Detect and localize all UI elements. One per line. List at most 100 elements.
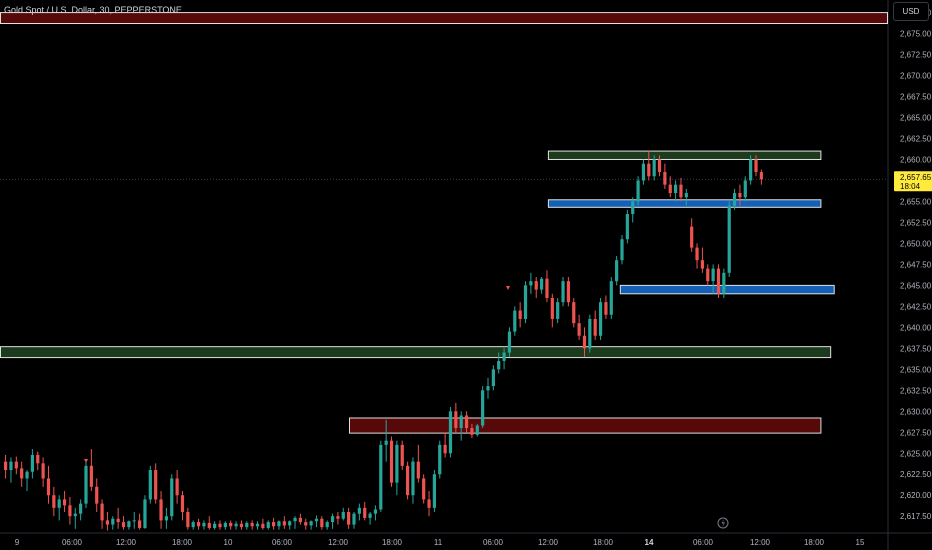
candle-body (668, 184, 672, 194)
zone-blue-3 (619, 284, 835, 295)
y-tick-label: 2,672.50 (900, 51, 932, 60)
candle-body (566, 281, 570, 303)
candle-body (363, 507, 367, 518)
candle-body (749, 159, 753, 181)
y-tick-label: 2,652.50 (900, 218, 932, 227)
candle-body (116, 518, 120, 523)
x-tick-label: 06:00 (483, 538, 504, 547)
candle-body (36, 454, 40, 464)
candle-body (261, 523, 265, 528)
y-tick-label: 2,642.50 (900, 302, 932, 311)
candle-body (4, 461, 8, 471)
price-tag (894, 171, 932, 192)
zone-support-1 (547, 150, 822, 160)
candle-body (154, 470, 158, 500)
candle-body (523, 285, 528, 319)
y-tick-label: 2,617.50 (900, 512, 932, 521)
candle-body (416, 461, 420, 479)
candle-body (625, 214, 629, 240)
candle-body (674, 184, 678, 194)
candle-body (266, 522, 270, 528)
candle-body (454, 411, 458, 429)
x-tick-label: 15 (856, 538, 865, 547)
zone-blue-2 (547, 199, 822, 208)
candle-body (395, 444, 399, 483)
candle-body (373, 509, 378, 514)
candle-body (389, 440, 394, 483)
candle-body (314, 518, 319, 522)
x-tick-label: 18:00 (804, 538, 825, 547)
candle-body (684, 193, 688, 198)
candle-body (272, 522, 276, 527)
candle-body (148, 470, 152, 500)
candle-body (411, 461, 415, 496)
candle-body (475, 425, 479, 435)
candle-body (111, 518, 115, 525)
candle-body (309, 521, 313, 526)
symbol-title: Gold Spot / U.S. Dollar, 30, PEPPERSTONE (4, 5, 182, 15)
x-tick-label: 12:00 (328, 538, 349, 547)
candle-body (20, 468, 24, 479)
candle-body (30, 454, 34, 472)
y-tick-label: 2,647.50 (900, 260, 932, 269)
zone-resistance-0 (0, 12, 888, 25)
y-tick-label: 2,650.00 (900, 239, 932, 248)
candle-body (631, 201, 635, 215)
candle-body (330, 516, 335, 523)
currency-button[interactable]: USD (893, 2, 929, 21)
y-tick-label: 2,620.00 (900, 491, 932, 500)
candle-body (255, 523, 260, 527)
candle-body (196, 522, 201, 527)
candle-body (470, 428, 474, 435)
candle-body (620, 239, 624, 261)
price-tag-countdown: 18:04 (900, 182, 921, 191)
candle-body (598, 302, 603, 336)
candle-body (25, 471, 29, 479)
candle-body (73, 513, 77, 517)
candle-body (352, 513, 356, 525)
y-tick-label: 2,625.00 (900, 449, 932, 458)
candle-body (636, 180, 640, 202)
candle-body (754, 159, 758, 173)
x-tick-label: 12:00 (750, 538, 771, 547)
y-tick-label: 2,635.00 (900, 365, 932, 374)
y-tick-label: 2,662.50 (900, 134, 932, 143)
candle-body (481, 390, 485, 426)
x-tick-label: 06:00 (693, 538, 714, 547)
x-tick-label: 11 (434, 538, 443, 547)
candle-body (84, 465, 88, 504)
candle-body (347, 512, 351, 525)
candle-body (218, 523, 222, 528)
x-tick-label: 18:00 (382, 538, 403, 547)
x-tick-label: 06:00 (62, 538, 83, 547)
y-tick-label: 2,630.00 (900, 407, 932, 416)
candle-body (100, 503, 104, 521)
candle-body (690, 226, 694, 248)
lightning-icon[interactable] (717, 517, 729, 529)
candle-body (448, 411, 453, 454)
y-tick-label: 2,655.00 (900, 197, 932, 206)
candle-body (121, 522, 126, 528)
candle-body (443, 444, 447, 454)
x-tick-label: 12:00 (116, 538, 137, 547)
candle-body (582, 335, 587, 349)
candle-body (46, 478, 51, 496)
marker-triangle (84, 459, 88, 463)
y-tick-label: 2,645.00 (900, 281, 932, 290)
candle-body (593, 318, 597, 336)
candle-body (700, 260, 704, 269)
lightning-icon-glyph (721, 519, 725, 527)
candle-body (180, 495, 185, 513)
y-tick-label: 2,632.50 (900, 386, 932, 395)
x-tick-label: 14 (645, 538, 654, 547)
candle-body (202, 522, 206, 527)
candle-body (368, 513, 372, 518)
candle-body (663, 172, 667, 185)
candle-body (325, 522, 329, 528)
y-tick-label: 2,675.00 (900, 30, 932, 39)
candle-body (722, 272, 726, 294)
candle-body (464, 415, 469, 429)
candle-body (298, 517, 302, 523)
candle-body (379, 444, 383, 510)
